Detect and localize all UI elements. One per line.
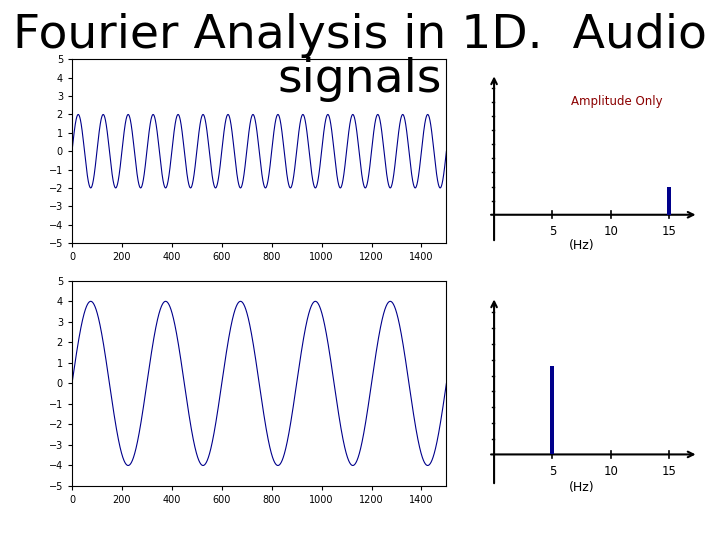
Text: signals: signals — [278, 57, 442, 102]
Text: 5: 5 — [549, 225, 556, 238]
Text: Amplitude Only: Amplitude Only — [571, 94, 662, 107]
Text: (Hz): (Hz) — [569, 239, 595, 252]
Text: (Hz): (Hz) — [569, 481, 595, 494]
Text: 15: 15 — [662, 465, 677, 478]
Text: 15: 15 — [662, 225, 677, 238]
Bar — [667, 186, 671, 215]
Text: 5: 5 — [549, 465, 556, 478]
Text: 10: 10 — [603, 225, 618, 238]
Bar — [550, 366, 554, 455]
Text: 10: 10 — [603, 465, 618, 478]
Text: Fourier Analysis in 1D.  Audio: Fourier Analysis in 1D. Audio — [13, 14, 707, 58]
